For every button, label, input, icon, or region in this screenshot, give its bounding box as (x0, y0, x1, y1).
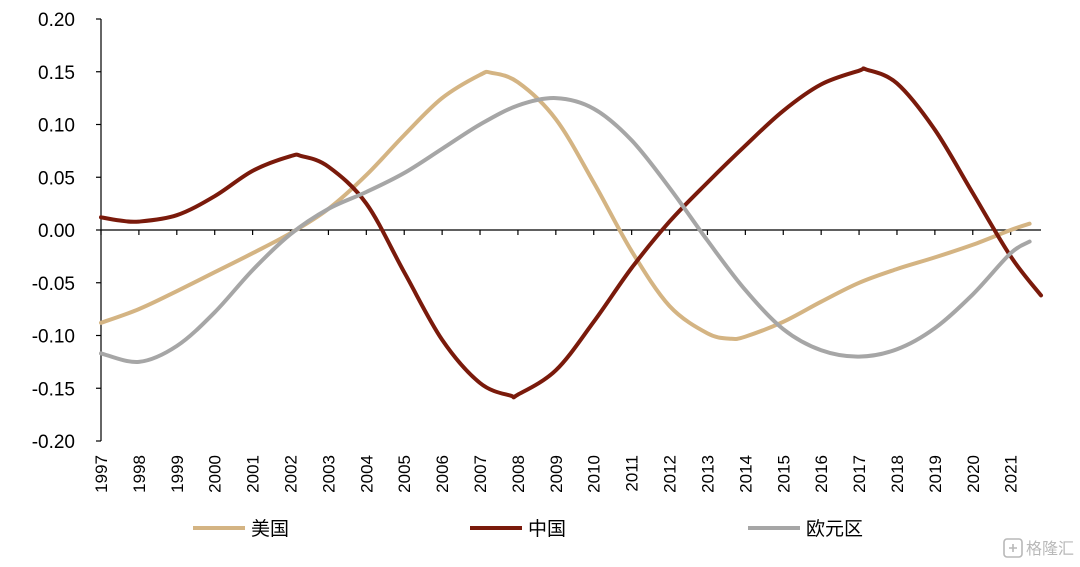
x-tick-label: 2009 (547, 455, 566, 493)
y-axis: 0.20 0.15 0.10 0.05 0.00 -0.05 -0.10 -0.15 -0.20 (32, 10, 102, 453)
x-tick-label: 1997 (92, 455, 111, 493)
x-tick-label: 2008 (509, 455, 528, 493)
series-layer (99, 66, 1043, 400)
series-line-eurozone (99, 96, 1032, 364)
legend: 美国 中国 欧元区 (193, 518, 863, 540)
x-tick-label: 2013 (698, 455, 717, 493)
legend-label: 美国 (251, 518, 289, 540)
watermark: 格隆汇 (1003, 538, 1074, 558)
x-tick-label: 2003 (319, 455, 338, 493)
x-tick-label: 2018 (888, 455, 907, 493)
x-tick-label: 2016 (812, 455, 831, 493)
x-axis: 1997 1998 1999 2000 2001 2002 2003 2004 2005 2006… (92, 229, 1041, 493)
watermark-logo-glyph (1009, 544, 1017, 552)
x-tick-label: 2006 (433, 455, 452, 493)
watermark-text: 格隆汇 (1026, 539, 1074, 558)
x-tick-label: 2001 (244, 455, 263, 493)
y-tick-label: -0.15 (32, 379, 75, 400)
y-tick-label: 0.20 (38, 10, 75, 31)
y-tick-label: 0.05 (38, 168, 75, 189)
x-tick-label: 2007 (471, 455, 490, 493)
watermark-logo-icon (1003, 538, 1023, 558)
x-tick-label: 1998 (130, 455, 149, 493)
x-tick-label: 2017 (850, 455, 869, 493)
legend-label: 中国 (528, 518, 566, 540)
x-tick-label: 2010 (585, 455, 604, 493)
legend-item-us: 美国 (193, 518, 289, 540)
x-tick-label: 2020 (964, 455, 983, 493)
x-tick-label: 2015 (774, 455, 793, 493)
y-tick-label: 0.10 (38, 116, 75, 137)
x-tick-label: 2012 (661, 455, 680, 493)
x-tick-label: 2002 (282, 455, 301, 493)
y-tick-label: -0.20 (32, 432, 75, 453)
y-tick-label: -0.05 (32, 274, 75, 295)
x-tick-label: 1999 (168, 455, 187, 493)
x-tick-label: 2014 (736, 455, 755, 493)
series-line-china (99, 66, 1043, 400)
series-line-us (99, 69, 1032, 341)
legend-item-china: 中国 (470, 518, 566, 540)
y-tick-label: 0.15 (38, 63, 75, 84)
legend-label: 欧元区 (806, 518, 863, 540)
x-tick-label: 2021 (1002, 455, 1021, 493)
x-tick-label: 2000 (206, 455, 225, 493)
y-tick-label: -0.10 (32, 327, 75, 348)
legend-item-eurozone: 欧元区 (748, 518, 863, 540)
x-tick-label: 2005 (395, 455, 414, 493)
x-tick-label: 2004 (357, 455, 376, 493)
y-tick-label: 0.00 (38, 221, 75, 242)
x-tick-label: 2019 (926, 455, 945, 493)
x-tick-label: 2011 (623, 455, 642, 492)
